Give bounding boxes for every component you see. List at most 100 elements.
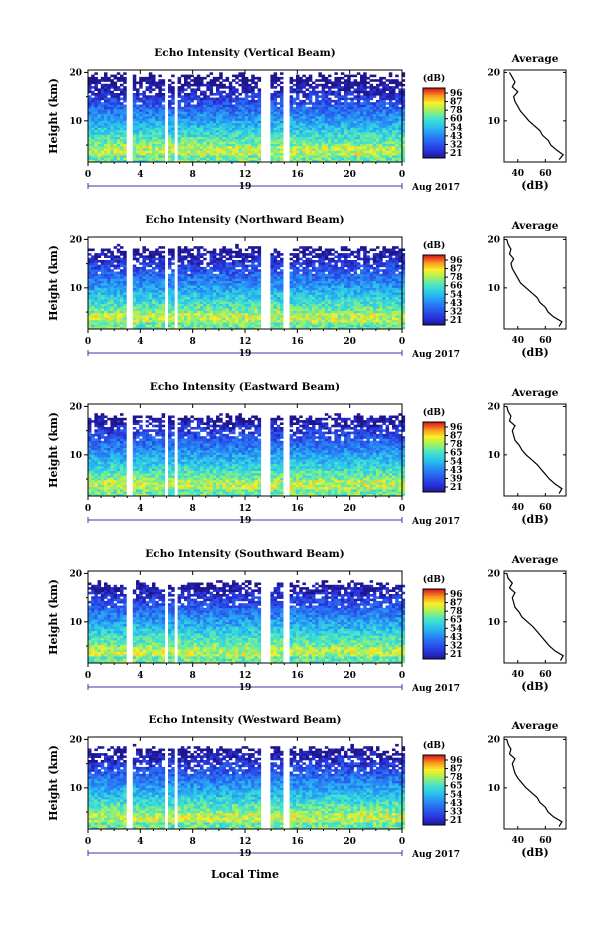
average-y-tick-label: 20 [487,569,500,579]
x-tick-label: 12 [239,837,252,847]
panel-3: Echo Intensity (Eastward Beam) 0 4 8 12 16 20 0… [47,381,567,527]
colorbar-segment [423,279,445,282]
panel-title: Echo Intensity (Eastward Beam) [150,381,340,393]
colorbar-segment [423,451,445,454]
y-tick-label: 10 [69,117,82,127]
colorbar-tick-label: 96 [450,256,463,266]
colorbar-segment [423,88,445,91]
y-axis-label: Height (km) [47,745,60,821]
colorbar-segment [423,455,445,458]
colorbar-segment [423,772,445,775]
x-tick-label: 20 [343,837,356,847]
colorbar-segment [423,154,445,157]
colorbar-segment [423,823,445,826]
colorbar-tick-label: 87 [450,765,463,775]
colorbar [423,255,445,326]
colorbar-segment [423,443,445,446]
colorbar-tick-label: 78 [450,440,463,450]
colorbar-segment [423,314,445,317]
colorbar-segment [423,119,445,122]
colorbar-segment [423,821,445,824]
x-tick-label: 8 [190,337,196,347]
y-tick-label: 20 [69,235,82,245]
date-label: 19 [239,849,252,859]
colorbar-segment [423,760,445,763]
colorbar-segment [423,295,445,298]
colorbar-segment [423,460,445,463]
x-tick-label: 8 [190,837,196,847]
y-axis-label: Height (km) [47,579,60,655]
colorbar-segment [423,307,445,310]
colorbar-segment [423,765,445,768]
average-title: Average [511,387,559,399]
colorbar-segment [423,653,445,656]
colorbar-segment [423,776,445,779]
colorbar-segment [423,788,445,791]
colorbar-segment [423,611,445,614]
heatmap-cells [88,72,406,163]
x-tick-label: 4 [137,170,143,180]
colorbar-segment [423,610,445,613]
colorbar-segment [423,114,445,117]
y-tick-label: 20 [69,402,82,412]
colorbar-segment [423,450,445,453]
colorbar-segment [423,133,445,136]
x-tick-label: 20 [343,671,356,681]
colorbar-frame [422,754,446,826]
colorbar-segment [423,818,445,821]
colorbar-segment [423,142,445,145]
x-tick-label: 0 [85,170,91,180]
colorbar-segment [423,321,445,324]
colorbar-segment [423,784,445,787]
colorbar-segment [423,131,445,134]
average-profile-line [506,406,563,494]
colorbar-segment [423,323,445,326]
x-tick-label: 8 [190,170,196,180]
average-y-tick-label: 10 [487,284,500,294]
colorbar-segment [423,781,445,784]
average-x-tick-label: 40 [512,670,525,680]
heatmap-cells [88,743,406,830]
colorbar-segment [423,293,445,296]
colorbar-segment [423,597,445,600]
colorbar-segment [423,469,445,472]
date-label: 19 [239,349,252,359]
colorbar-segment [423,786,445,789]
colorbar-tick-label: 78 [450,607,463,617]
y-tick-label: 10 [69,784,82,794]
colorbar-tick-label: 65 [450,616,463,626]
x-tick-label: 16 [291,337,304,347]
colorbar-segment [423,804,445,807]
colorbar-segment [423,448,445,451]
colorbar-segment [423,270,445,273]
x-tick-label: 0 [399,337,405,347]
colorbar-tick-label: 54 [450,457,463,467]
panel-title: Echo Intensity (Vertical Beam) [154,47,335,59]
colorbar-segment [423,91,445,94]
y-axis-label: Height (km) [47,245,60,321]
colorbar-tick-label: 87 [450,432,463,442]
colorbar-segment [423,316,445,319]
average-title: Average [511,53,559,65]
colorbar-tick-label: 43 [450,299,463,309]
colorbar-segment [423,305,445,308]
colorbar-segment [423,462,445,465]
x-tick-label: 0 [399,170,405,180]
colorbar-title: (dB) [423,240,445,251]
colorbar-tick-label: 96 [450,756,463,766]
colorbar-tick-label: 43 [450,633,463,643]
colorbar-segment [423,121,445,124]
colorbar-segment [423,648,445,651]
colorbar-segment [423,96,445,99]
colorbar-segment [423,283,445,286]
colorbar-segment [423,599,445,602]
colorbar-segment [423,809,445,812]
colorbar-segment [423,255,445,258]
colorbar-segment [423,812,445,815]
colorbar-tick-label: 96 [450,423,463,433]
colorbar-segment [423,604,445,607]
average-y-tick-label: 10 [487,117,500,127]
colorbar-segment [423,117,445,120]
colorbar-segment [423,769,445,772]
panel-4: Echo Intensity (Southward Beam) 0 4 8 12 16 20… [47,548,567,694]
